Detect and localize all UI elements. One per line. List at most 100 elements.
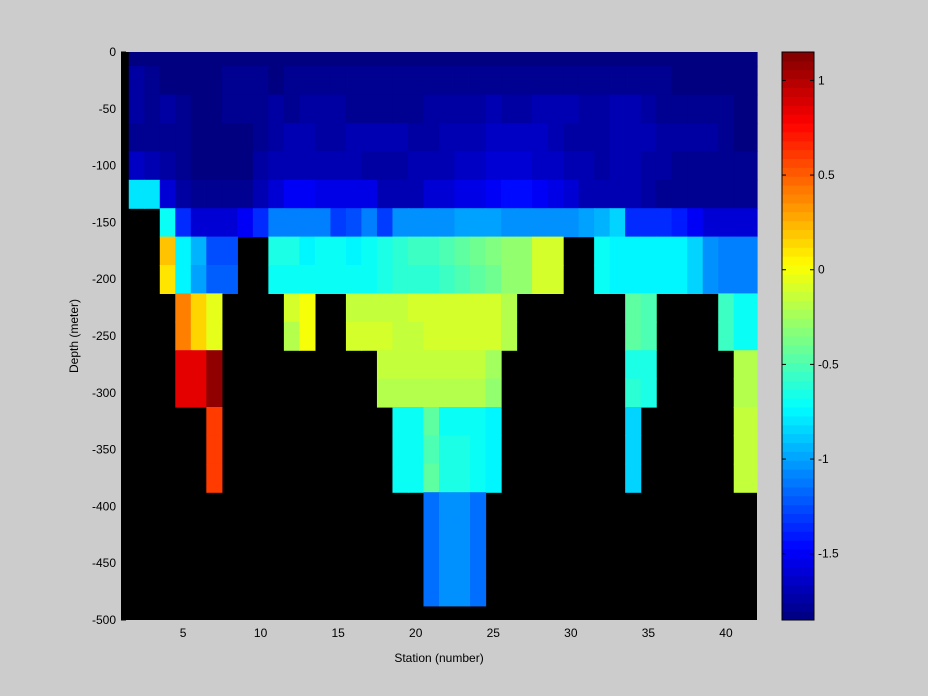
colorbar-band — [782, 380, 814, 390]
colorbar-band — [782, 176, 814, 186]
heatmap-cell — [454, 577, 471, 607]
heatmap-cell — [330, 151, 347, 181]
x-tick-label: 35 — [642, 626, 656, 640]
heatmap-cell — [330, 94, 347, 124]
colorbar-band — [782, 282, 814, 293]
heatmap-cell — [718, 265, 735, 294]
colorbar-tick-label: 1 — [818, 73, 825, 87]
heatmap-cell — [283, 179, 300, 209]
heatmap-cell — [656, 179, 673, 209]
heatmap-cell — [687, 236, 704, 266]
heatmap-cell — [159, 94, 176, 124]
heatmap-cell — [516, 52, 533, 67]
x-tick-label: 20 — [409, 626, 423, 640]
heatmap-cell — [283, 52, 300, 67]
colorbar-band — [782, 336, 814, 346]
colorbar-band — [782, 433, 814, 444]
heatmap-cell — [206, 52, 223, 67]
heatmap-cell — [687, 52, 704, 67]
x-tick-label: 15 — [331, 626, 345, 640]
heatmap-cell — [485, 463, 502, 493]
heatmap-cell — [671, 265, 688, 294]
heatmap-cell — [283, 94, 300, 124]
heatmap-cell — [718, 236, 735, 266]
heatmap-cell — [407, 407, 425, 436]
heatmap-cell — [252, 208, 269, 238]
colorbar-band — [782, 149, 814, 160]
colorbar-axis: 1 0.5 0 -0.5 -1 -1.5 — [782, 73, 839, 561]
heatmap-cell — [190, 321, 207, 351]
heatmap-cell — [625, 236, 642, 266]
y-tick-label: -350 — [92, 443, 116, 457]
heatmap-cell — [594, 208, 611, 238]
heatmap-cell — [454, 407, 471, 436]
heatmap-cell — [268, 151, 285, 181]
heatmap-cell — [439, 179, 456, 209]
heatmap-cell — [702, 265, 719, 294]
colorbar — [781, 51, 815, 621]
heatmap-cell — [376, 151, 394, 181]
heatmap-cell — [423, 435, 440, 465]
heatmap-cell — [392, 463, 409, 493]
heatmap-cell — [532, 208, 549, 238]
heatmap-cell — [407, 151, 425, 181]
heatmap-cell — [470, 236, 487, 266]
heatmap-cell — [252, 151, 269, 181]
heatmap-cell — [314, 151, 332, 181]
heatmap-cell — [547, 208, 564, 238]
heatmap-cell — [454, 492, 471, 522]
heatmap-cell — [532, 123, 549, 152]
heatmap-cell — [470, 549, 487, 578]
heatmap-cell — [376, 378, 394, 408]
heatmap-cell — [221, 52, 238, 67]
heatmap-cell — [190, 94, 207, 124]
heatmap-cell — [376, 321, 394, 351]
heatmap-cell — [718, 123, 735, 152]
heatmap-cell — [314, 208, 332, 238]
heatmap-cell — [563, 208, 580, 238]
heatmap-cell — [299, 293, 316, 323]
heatmap-cell — [175, 378, 192, 408]
heatmap-cell — [175, 94, 192, 124]
heatmap-cell — [376, 66, 394, 96]
heatmap-cell — [392, 378, 409, 408]
heatmap-cell — [485, 435, 502, 465]
heatmap-cell — [625, 463, 642, 493]
heatmap-cell — [578, 208, 595, 238]
heatmap-cell — [299, 151, 316, 181]
heatmap-cell — [206, 435, 223, 465]
heatmap-cell — [516, 236, 533, 266]
heatmap-cell — [547, 151, 564, 181]
heatmap-cell — [702, 208, 719, 238]
heatmap-cell — [563, 179, 580, 209]
heatmap-cell — [361, 293, 378, 323]
heatmap-cell — [470, 293, 487, 323]
heatmap-cell — [609, 265, 626, 294]
heatmap-cell — [733, 179, 758, 209]
colorbar-band — [782, 469, 814, 479]
heatmap-cell — [221, 66, 238, 96]
heatmap-cell — [609, 52, 626, 67]
heatmap-cell — [345, 236, 363, 266]
heatmap-cell — [578, 94, 595, 124]
heatmap-cell — [376, 350, 394, 380]
heatmap-cell — [376, 52, 394, 67]
heatmap-cell — [283, 265, 300, 294]
heatmap-cell — [423, 407, 440, 436]
heatmap-cell — [501, 179, 518, 209]
heatmap-cell — [392, 123, 409, 152]
heatmap-cell — [578, 66, 595, 96]
heatmap-cell — [671, 94, 688, 124]
colorbar-tick-label: -1 — [818, 452, 829, 466]
heatmap-cell — [392, 350, 409, 380]
heatmap-cell — [392, 435, 409, 465]
heatmap-cell — [733, 52, 758, 67]
heatmap-cell — [237, 94, 254, 124]
heatmap-cell — [454, 208, 471, 238]
heatmap-cell — [640, 350, 657, 380]
heatmap-cell — [159, 179, 176, 209]
heatmap-cell — [206, 321, 223, 351]
heatmap-cell — [283, 123, 300, 152]
heatmap-cell — [454, 378, 471, 408]
